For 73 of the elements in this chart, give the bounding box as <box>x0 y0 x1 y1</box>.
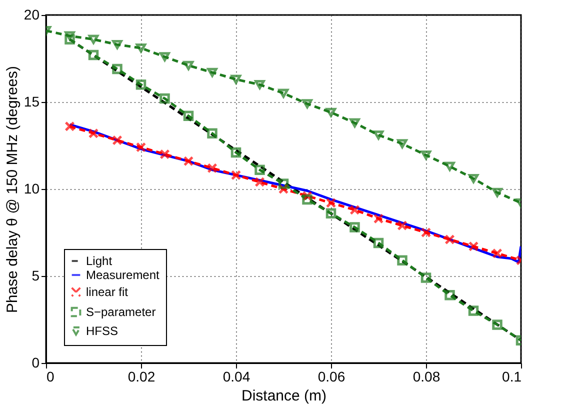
point <box>136 79 146 90</box>
point <box>397 255 408 266</box>
point <box>88 128 99 138</box>
point <box>420 272 432 283</box>
point <box>207 128 218 138</box>
point <box>468 306 479 316</box>
point <box>302 194 312 205</box>
point <box>444 234 455 245</box>
point <box>136 142 146 152</box>
legend-label: Measurement <box>86 268 160 282</box>
x-tick-label: 0.02 <box>128 368 156 384</box>
point <box>373 130 384 140</box>
x-tick-label: 0.08 <box>412 368 440 384</box>
point <box>444 162 455 171</box>
point <box>350 118 360 128</box>
x-axis-title: Distance (m) <box>241 388 327 404</box>
y-tick-label: 5 <box>32 268 40 284</box>
point <box>302 99 312 108</box>
point <box>88 34 99 44</box>
point <box>326 208 336 218</box>
point <box>278 88 289 98</box>
point <box>230 74 242 84</box>
point <box>397 139 408 148</box>
point <box>160 52 170 62</box>
point <box>492 248 502 259</box>
point <box>254 164 265 175</box>
x-tick-label: 0.04 <box>222 368 250 384</box>
x-tick-label: 0.1 <box>502 368 522 384</box>
point <box>183 110 194 122</box>
y-tick-label: 20 <box>24 6 40 22</box>
point <box>492 188 502 198</box>
point <box>112 40 122 50</box>
point <box>350 222 360 232</box>
point <box>64 31 75 40</box>
point <box>88 50 99 60</box>
y-axis-title: Phase delay θ @ 150 MHz (degrees) <box>4 66 21 314</box>
point <box>326 198 336 208</box>
point <box>420 227 432 238</box>
y-tick-label: 10 <box>24 180 40 196</box>
point <box>64 34 75 44</box>
legend-label: HFSS <box>86 324 118 338</box>
point <box>254 80 265 90</box>
y-tick-label: 0 <box>32 354 40 370</box>
point <box>326 108 336 118</box>
point <box>112 64 122 74</box>
point <box>207 68 218 78</box>
point <box>160 149 170 160</box>
point <box>278 178 289 189</box>
point <box>420 150 432 160</box>
point <box>183 156 194 166</box>
legend-label: linear fit <box>86 285 129 299</box>
point <box>136 43 146 53</box>
point <box>64 121 75 132</box>
x-tick-label: 0 <box>46 368 54 384</box>
point <box>183 60 194 70</box>
point <box>230 147 242 158</box>
point <box>373 213 384 224</box>
x-tick-label: 0.06 <box>318 368 346 384</box>
legend-label: S−parameter <box>86 305 156 319</box>
point <box>112 135 122 146</box>
legend-label: Light <box>86 254 113 268</box>
point <box>397 220 408 231</box>
point <box>373 238 384 248</box>
y-tick-label: 15 <box>24 94 40 110</box>
point <box>230 170 242 180</box>
point <box>207 162 218 174</box>
point <box>350 204 360 216</box>
point <box>444 290 455 300</box>
point <box>468 174 479 184</box>
point <box>468 241 479 252</box>
point <box>160 93 170 104</box>
point <box>492 320 502 330</box>
point <box>254 176 265 188</box>
